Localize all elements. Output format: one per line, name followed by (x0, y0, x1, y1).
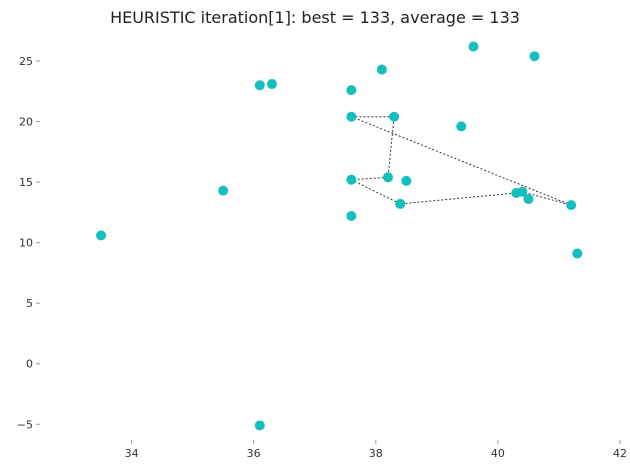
data-point (346, 85, 357, 96)
data-point (96, 230, 107, 241)
chart-axes: 34 36 38 40 42 −5 0 5 10 15 20 25 (17, 55, 627, 460)
x-tick-label: 40 (491, 447, 505, 460)
y-tick-label: 15 (19, 176, 33, 189)
y-tick-label: 25 (19, 55, 33, 68)
data-point (254, 80, 265, 91)
data-point (346, 111, 357, 122)
data-point (566, 200, 577, 211)
x-tick-label: 38 (369, 447, 383, 460)
data-point (346, 211, 357, 222)
data-point (523, 194, 534, 205)
data-point (218, 185, 229, 196)
data-point (395, 198, 406, 209)
y-tick-label: 0 (26, 358, 33, 371)
data-point (383, 172, 393, 183)
data-point (468, 41, 479, 52)
data-point (529, 51, 540, 62)
data-point (254, 420, 265, 431)
data-point (401, 175, 412, 186)
data-point (572, 248, 583, 259)
y-tick-label: −5 (17, 418, 33, 431)
x-tick-label: 36 (247, 447, 261, 460)
data-point (456, 121, 467, 132)
data-point (389, 111, 400, 122)
x-tick-label: 34 (125, 447, 139, 460)
y-tick-label: 5 (26, 297, 33, 310)
data-point (517, 186, 528, 197)
chart-title: HEURISTIC iteration[1]: best = 133, aver… (110, 8, 520, 27)
data-point (267, 79, 277, 90)
y-tick-label: 10 (19, 237, 33, 250)
y-tick-label: 20 (19, 116, 33, 129)
x-tick-label: 42 (613, 447, 627, 460)
data-point (346, 174, 357, 185)
points-layer (96, 41, 583, 431)
data-point (376, 64, 387, 75)
